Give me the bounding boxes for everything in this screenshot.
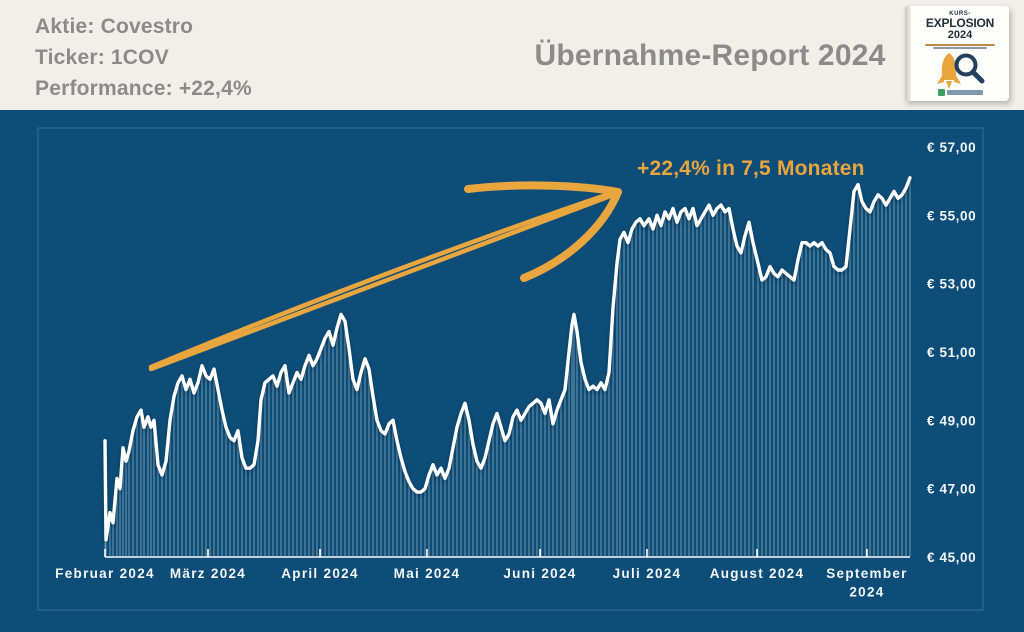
y-axis-label: € 47,00 (927, 482, 976, 497)
price-line (103, 176, 912, 542)
price-chart: Februar 2024 März 2024 April 2024 Mai 2024 J… (37, 127, 984, 611)
x-axis-label: August 2024 (710, 566, 805, 581)
x-axis-label: September 2024 (826, 566, 907, 600)
y-axis-label: € 53,00 (927, 277, 976, 292)
y-axis-label: € 45,00 (927, 550, 976, 565)
price-stems (104, 178, 911, 556)
x-axis-label: Mai 2024 (394, 566, 461, 581)
y-axis-label: € 57,00 (927, 140, 976, 155)
publisher-logo (911, 89, 1009, 96)
performance-line: Performance: +22,4% (35, 77, 252, 100)
report-cover: KURS- EXPLOSION 2024 (905, 6, 1009, 101)
book-year: 2024 (947, 29, 973, 41)
stock-name-line: Aktie: Covestro (35, 15, 194, 38)
stock-info: Aktie: Covestro Ticker: 1COV Performance… (35, 11, 252, 104)
plot-border (37, 127, 984, 611)
growth-arrow (148, 181, 622, 372)
rocket-magnifier-icon (937, 53, 985, 89)
y-axis-label: € 49,00 (927, 413, 976, 428)
x-axis-label: Februar 2024 (55, 566, 155, 581)
book-top-word: KURS- (949, 11, 971, 17)
book-spine (905, 6, 911, 101)
x-axis-label: April 2024 (281, 566, 359, 581)
page-title: Übernahme-Report 2024 (534, 39, 886, 72)
x-axis-label: Juni 2024 (503, 566, 576, 581)
x-axis-label: März 2024 (170, 566, 246, 581)
y-axis-label: € 51,00 (927, 345, 976, 360)
book-face: KURS- EXPLOSION 2024 (911, 6, 1009, 101)
performance-annotation: +22,4% in 7,5 Monaten (637, 157, 865, 180)
book-title: EXPLOSION (925, 16, 995, 30)
x-axis-label: Juli 2024 (613, 566, 682, 581)
y-axis-label: € 55,00 (927, 208, 976, 223)
book-subtitle-lines (911, 44, 1009, 49)
chart-panel: Februar 2024 März 2024 April 2024 Mai 2024 J… (0, 110, 1024, 632)
ticker-line: Ticker: 1COV (35, 46, 169, 69)
